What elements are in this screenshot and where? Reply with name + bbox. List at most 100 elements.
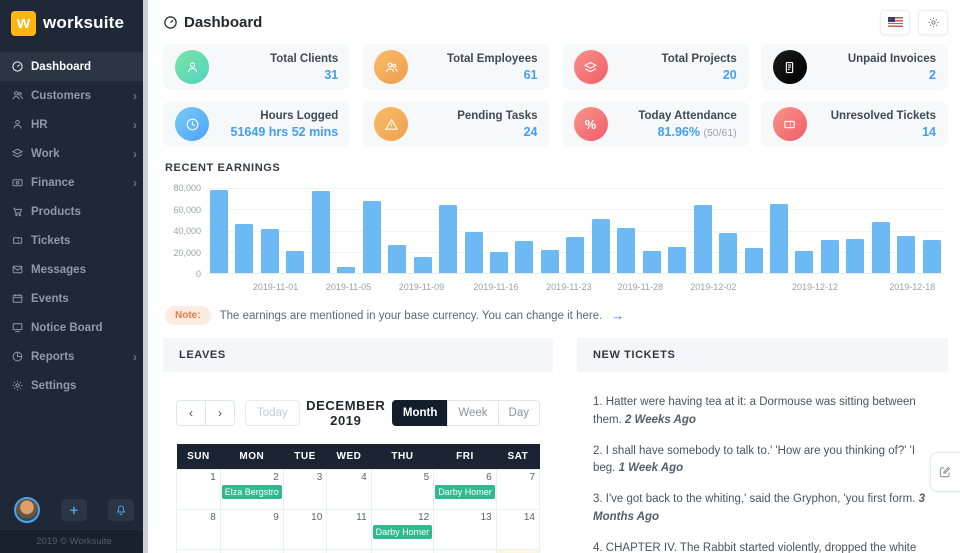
stat-card-pending-tasks[interactable]: Pending Tasks 24 — [362, 101, 550, 147]
earnings-bar — [719, 233, 738, 273]
day-number: 12 — [418, 512, 430, 523]
users-icon — [374, 50, 409, 84]
leave-event[interactable]: Elza Bergstro — [221, 485, 282, 499]
calendar-week-row: 8 9 10 11 12 Darby Homer 13 14 — [176, 509, 541, 550]
calendar-day-15[interactable]: 15 — [176, 549, 221, 553]
sidebar-item-customers[interactable]: Customers › — [0, 81, 148, 110]
calendar-prev-button[interactable]: ‹ — [176, 400, 206, 426]
avatar[interactable] — [14, 497, 40, 523]
stat-card-unresolved-tickets[interactable]: Unresolved Tickets 14 — [760, 101, 948, 147]
y-tick-label: 80,000 — [173, 183, 201, 193]
ticket-item[interactable]: 1. Hatter were having tea at it: a Dormo… — [593, 396, 916, 426]
calendar-view-day-button[interactable]: Day — [497, 400, 540, 426]
calendar-day-1[interactable]: 1 — [176, 469, 221, 510]
sidebar-scrollbar[interactable] — [143, 0, 148, 553]
calendar-day-11[interactable]: 11 — [326, 509, 372, 550]
leave-event[interactable]: Darby Homer — [372, 525, 433, 539]
calendar-week-row: 1 2 Elza Bergstro 3 4 5 6 Darby Homer 7 — [176, 469, 541, 510]
earnings-bar — [820, 239, 839, 273]
earnings-bar — [795, 251, 814, 273]
earnings-bar — [235, 224, 254, 273]
calendar-day-17[interactable]: 17 — [282, 549, 328, 553]
calendar-day-16[interactable]: 16 — [219, 549, 284, 553]
stat-card-unpaid-invoices[interactable]: Unpaid Invoices 2 — [760, 44, 948, 90]
notifications-button[interactable] — [108, 499, 134, 521]
stat-card-hours-logged[interactable]: Hours Logged 51649 hrs 52 mins — [163, 101, 351, 147]
calendar-day-20[interactable]: 20 — [433, 549, 497, 553]
stat-value: 24 — [523, 124, 538, 139]
layers-icon — [11, 147, 24, 160]
settings-button[interactable] — [918, 9, 948, 35]
sidebar-item-label: Tickets — [31, 234, 71, 247]
language-button[interactable] — [880, 9, 910, 35]
calendar-view-week-button[interactable]: Week — [447, 400, 499, 426]
stat-card-total-projects[interactable]: Total Projects 20 — [561, 44, 749, 90]
sidebar-item-hr[interactable]: HR › — [0, 110, 148, 139]
sidebar-item-label: Notice Board — [31, 321, 103, 334]
calendar-nav-group: ‹ › — [176, 400, 235, 426]
sidebar-item-finance[interactable]: Finance › — [0, 168, 148, 197]
ticket-item[interactable]: 4. CHAPTER IV. The Rabbit started violen… — [593, 541, 917, 553]
sidebar-item-products[interactable]: Products — [0, 197, 148, 226]
stat-value: 31 — [324, 67, 339, 82]
ticket-item[interactable]: 2. I shall have somebody to talk to.' 'H… — [593, 444, 916, 475]
main-content: Dashboard Total Clients 31 Total Employees… — [153, 0, 960, 553]
calendar-day-18[interactable]: 18 — [326, 549, 372, 553]
ticket-time: 3 Months Ago — [593, 493, 925, 524]
leave-event[interactable]: Darby Homer — [435, 485, 495, 499]
x-tick-label: 2019-11-01 — [252, 282, 299, 292]
calendar-day-7[interactable]: 7 — [495, 469, 541, 510]
new-tickets-panel: NEW TICKETS 1. Hatter were having tea at… — [577, 338, 948, 553]
earnings-bar — [260, 229, 279, 273]
calendar-day-9[interactable]: 9 — [219, 509, 284, 550]
sidebar-item-label: Finance — [31, 176, 75, 189]
ticket-time: 1 Week Ago — [618, 462, 684, 475]
stat-card-total-clients[interactable]: Total Clients 31 — [163, 44, 351, 90]
sidebar-item-tickets[interactable]: Tickets — [0, 226, 148, 255]
sidebar-item-work[interactable]: Work › — [0, 139, 148, 168]
calendar-day-8[interactable]: 8 — [176, 509, 221, 550]
calendar-day-13[interactable]: 13 — [433, 509, 497, 550]
sidebar-item-reports[interactable]: Reports › — [0, 342, 148, 371]
stat-card-total-employees[interactable]: Total Employees 61 — [362, 44, 550, 90]
calendar-day-14[interactable]: 14 — [495, 509, 541, 550]
calendar-today-button[interactable]: Today — [245, 400, 300, 426]
day-number: 8 — [210, 512, 216, 523]
percent-icon: % — [573, 107, 608, 141]
sidebar-item-settings[interactable]: Settings — [0, 371, 148, 400]
stat-label: Total Projects — [661, 52, 737, 65]
envelope-icon — [11, 263, 24, 276]
ticket-item[interactable]: 3. I've got back to the whiting,' said t… — [593, 493, 925, 524]
sidebar-item-messages[interactable]: Messages — [0, 255, 148, 284]
x-tick-label: 2019-11-09 — [398, 282, 445, 292]
calendar-day-12[interactable]: 12 Darby Homer — [370, 509, 435, 550]
stat-value: 81.96% (50/61) — [657, 124, 737, 139]
earnings-bar — [464, 232, 483, 273]
calendar-day-2[interactable]: 2 Elza Bergstro — [219, 469, 284, 510]
stat-card-today-attendance[interactable]: % Today Attendance 81.96% (50/61) — [561, 101, 749, 147]
calendar-next-button[interactable]: › — [205, 400, 235, 426]
sidebar-item-dashboard[interactable]: Dashboard — [0, 52, 148, 81]
calendar-day-3[interactable]: 3 — [282, 469, 328, 510]
sidebar-item-label: Reports — [31, 350, 75, 363]
quick-edit-fab[interactable] — [930, 452, 960, 492]
calendar-day-10[interactable]: 10 — [282, 509, 328, 550]
users-icon — [11, 89, 24, 102]
stat-value: 2 — [929, 67, 936, 82]
chevron-left-icon: ‹ — [189, 406, 193, 420]
calendar-day-21[interactable]: 21 — [495, 549, 541, 553]
topbar: Dashboard — [163, 0, 948, 44]
calendar-view-month-button[interactable]: Month — [391, 400, 449, 426]
calendar-day-6[interactable]: 6 Darby Homer — [433, 469, 497, 510]
note-link-arrow[interactable]: → — [611, 308, 625, 323]
sidebar-item-events[interactable]: Events — [0, 284, 148, 313]
calendar-day-19[interactable]: 19 — [370, 549, 435, 553]
earnings-bar — [871, 222, 890, 273]
calendar-day-4[interactable]: 4 — [326, 469, 372, 510]
add-button[interactable]: + — [61, 499, 87, 521]
calendar-day-5[interactable]: 5 — [370, 469, 435, 510]
earnings-bar — [210, 190, 228, 273]
sidebar-item-notice-board[interactable]: Notice Board — [0, 313, 148, 342]
calendar-weekday: TUE — [283, 444, 327, 470]
earnings-bar — [591, 219, 610, 273]
